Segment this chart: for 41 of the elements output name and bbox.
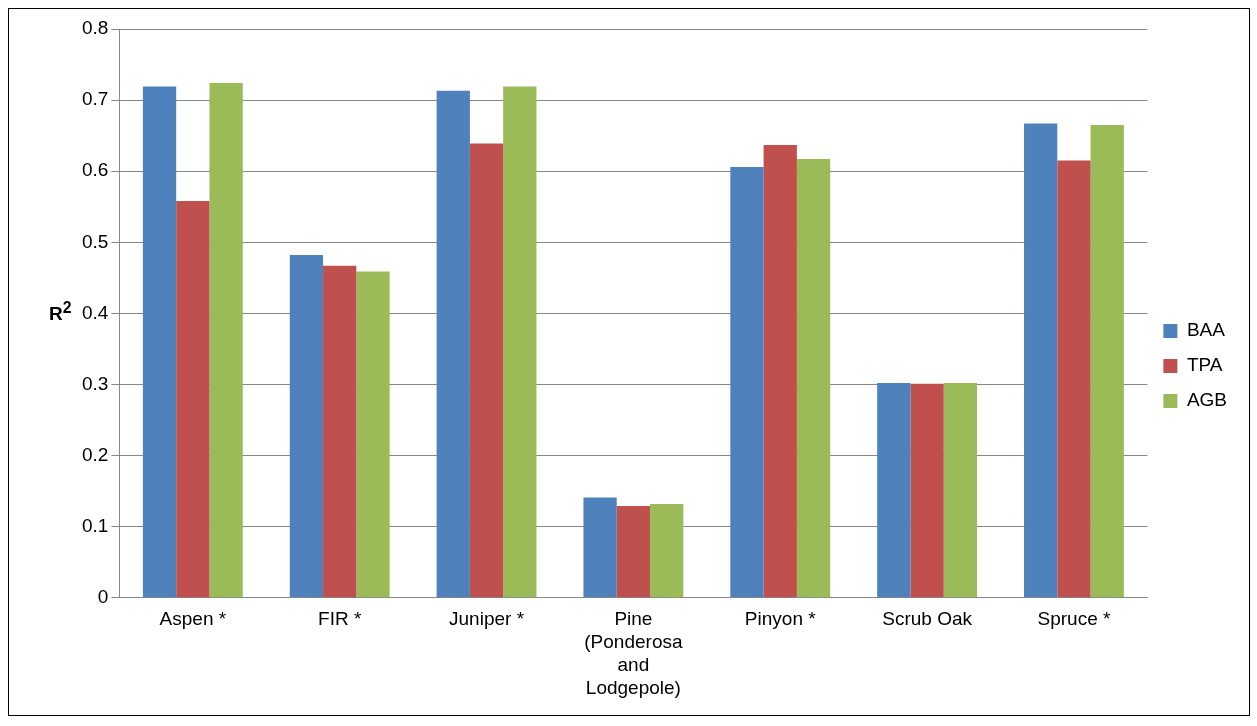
bar <box>176 201 210 598</box>
x-tick-label: Scrub Oak <box>882 608 973 630</box>
bar <box>1024 123 1058 598</box>
bar <box>763 144 797 598</box>
x-tick-label: Spruce * <box>1037 608 1111 630</box>
bar <box>730 166 764 598</box>
bar <box>910 383 944 598</box>
bar <box>356 271 390 598</box>
y-tick-label: 0.3 <box>81 372 109 394</box>
bar <box>1090 124 1124 598</box>
bar <box>796 159 831 598</box>
y-tick-label: 0.6 <box>81 159 109 181</box>
bar <box>943 383 978 598</box>
bar <box>323 265 357 598</box>
bar <box>1057 160 1091 598</box>
y-tick-label: 0.8 <box>81 17 109 39</box>
y-tick-label: 0.5 <box>81 230 109 252</box>
x-tick-label: Juniper * <box>449 608 525 630</box>
bar <box>436 90 470 598</box>
x-tick-label: Aspen * <box>159 608 227 630</box>
bar <box>503 86 537 598</box>
bar <box>469 143 504 598</box>
x-tick-label: Pine (Ponderosa and Lodgepole) <box>584 608 683 698</box>
bar <box>142 86 177 598</box>
y-tick-label: 0.1 <box>81 514 109 536</box>
bar <box>209 83 243 598</box>
x-tick-label: Pinyon * <box>744 608 817 630</box>
legend-label: BAA <box>1186 319 1226 341</box>
bar <box>650 503 684 598</box>
bar <box>877 383 911 598</box>
y-tick-label: 0.7 <box>81 88 109 110</box>
legend-label: TPA <box>1186 354 1223 376</box>
x-tick-label: FIR * <box>318 608 362 630</box>
bar <box>616 506 651 598</box>
legend-label: AGB <box>1186 389 1227 411</box>
y-tick-label: 0.2 <box>81 443 109 465</box>
y-tick-label: 0 <box>97 586 109 608</box>
y-axis-title: R$^{2}$ <box>49 299 72 326</box>
y-tick-label: 0.4 <box>81 301 109 323</box>
bar <box>289 255 324 598</box>
bar <box>583 497 617 598</box>
